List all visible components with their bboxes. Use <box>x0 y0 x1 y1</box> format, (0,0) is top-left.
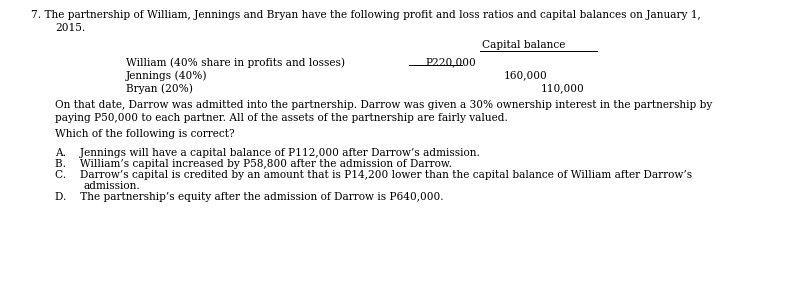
Text: Jennings (40%): Jennings (40%) <box>126 70 207 81</box>
Text: D.  The partnership’s equity after the admission of Darrow is P640,000.: D. The partnership’s equity after the ad… <box>55 192 444 202</box>
Text: 160,000: 160,000 <box>504 70 548 80</box>
Text: 7. The partnership of William, Jennings and Bryan have the following profit and : 7. The partnership of William, Jennings … <box>31 10 701 20</box>
Text: B.  William’s capital increased by P58,800 after the admission of Darrow.: B. William’s capital increased by P58,80… <box>55 159 452 169</box>
Text: C.  Darrow’s capital is credited by an amount that is P14,200 lower than the cap: C. Darrow’s capital is credited by an am… <box>55 170 693 180</box>
Text: Capital balance: Capital balance <box>482 40 565 50</box>
Text: A.  Jennings will have a capital balance of P112,000 after Darrow’s admission.: A. Jennings will have a capital balance … <box>55 148 480 158</box>
Text: 2015.: 2015. <box>55 23 85 33</box>
Text: On that date, Darrow was admitted into the partnership. Darrow was given a 30% o: On that date, Darrow was admitted into t… <box>55 100 712 110</box>
Text: Bryan (20%): Bryan (20%) <box>126 83 193 94</box>
Text: Which of the following is correct?: Which of the following is correct? <box>55 129 235 139</box>
Text: P220,000: P220,000 <box>425 57 476 67</box>
Text: William (40% share in profits and losses): William (40% share in profits and losses… <box>126 57 344 68</box>
Text: paying P50,000 to each partner. All of the assets of the partnership are fairly : paying P50,000 to each partner. All of t… <box>55 113 508 123</box>
Text: 110,000: 110,000 <box>541 83 585 93</box>
Text: admission.: admission. <box>83 181 140 191</box>
